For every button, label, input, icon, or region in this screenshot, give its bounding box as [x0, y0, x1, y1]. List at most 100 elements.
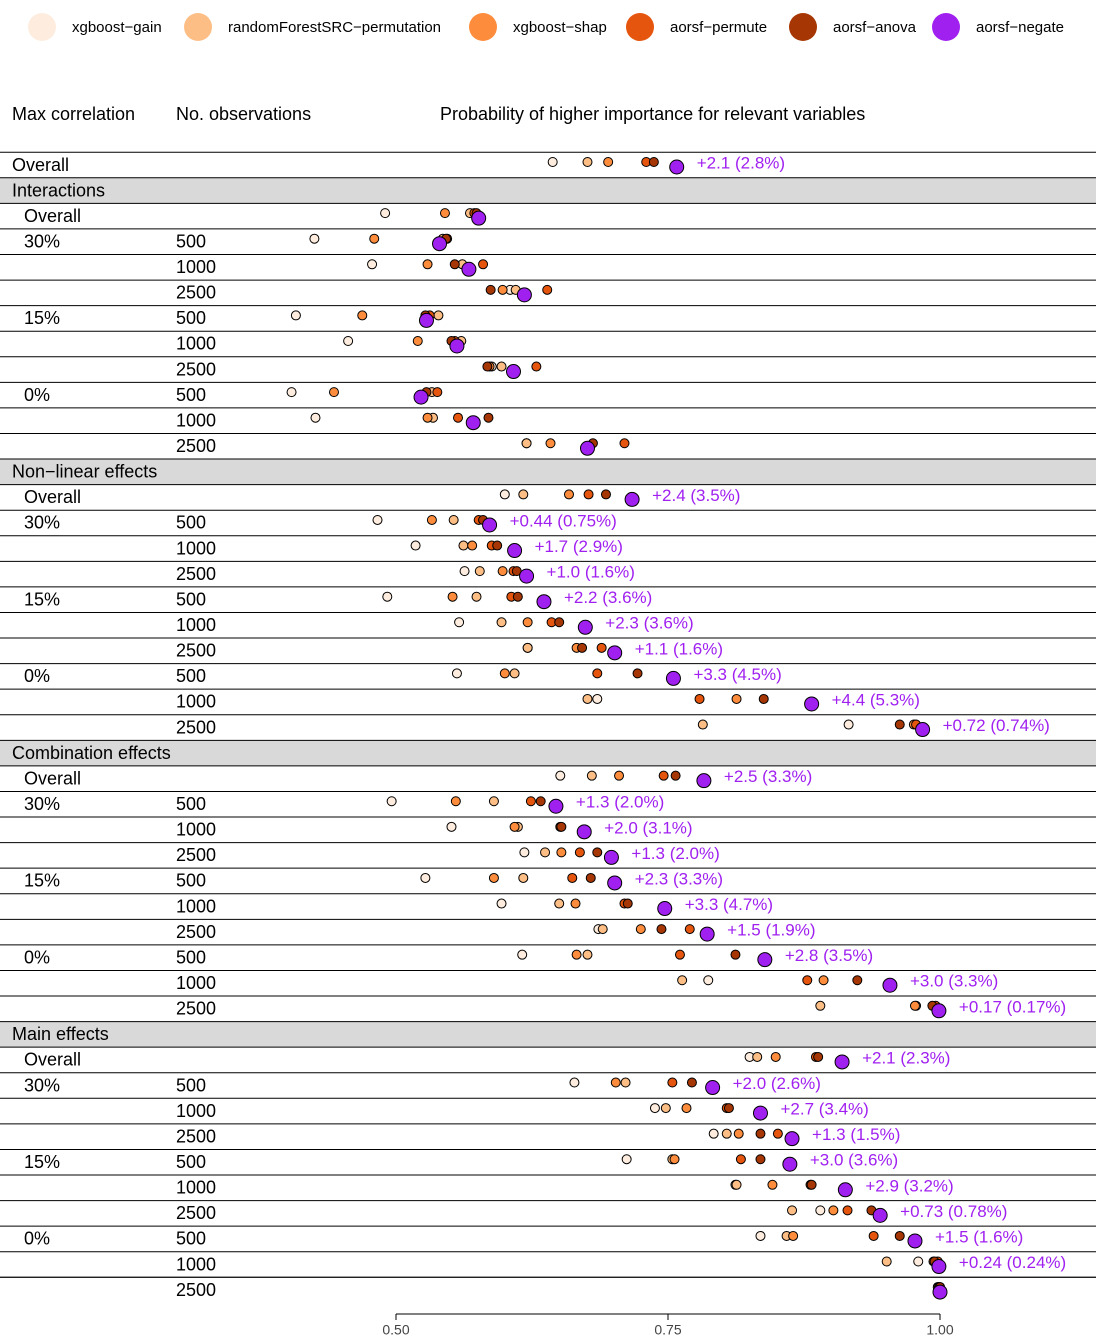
dot	[592, 693, 603, 704]
dot	[343, 335, 354, 346]
dot	[542, 284, 553, 295]
n-label: 1000	[176, 615, 216, 635]
dot	[872, 1207, 888, 1223]
dot	[931, 1003, 947, 1019]
n-label: 500	[176, 1152, 206, 1172]
dot	[420, 872, 431, 883]
annotation: +2.1 (2.3%)	[862, 1048, 950, 1067]
n-label: 2500	[176, 999, 216, 1019]
n-label: 2500	[176, 922, 216, 942]
legend-swatch	[28, 13, 56, 41]
annotation: +2.0 (3.1%)	[604, 818, 692, 837]
dot	[554, 898, 565, 909]
dot	[907, 1233, 923, 1249]
dot	[577, 642, 588, 653]
dot	[818, 975, 829, 986]
dot	[752, 1105, 768, 1121]
dot	[512, 591, 523, 602]
dot	[583, 489, 594, 500]
annotation: +1.0 (1.6%)	[547, 563, 635, 582]
n-label: 1000	[176, 973, 216, 993]
annotation: +0.17 (0.17%)	[959, 997, 1066, 1016]
n-label: 2500	[176, 564, 216, 584]
annotation: +2.3 (3.3%)	[635, 869, 723, 888]
corr-label: 0%	[24, 385, 50, 405]
corr-label: 15%	[24, 1152, 60, 1172]
dot	[574, 847, 585, 858]
dot	[770, 1051, 781, 1062]
dot	[582, 693, 593, 704]
dot	[412, 335, 423, 346]
annotation: +0.44 (0.75%)	[510, 511, 617, 530]
dot	[755, 1154, 766, 1165]
dot	[758, 693, 769, 704]
legend-label: aorsf−negate	[976, 19, 1064, 36]
dot	[621, 1154, 632, 1165]
dot	[670, 770, 681, 781]
dot	[576, 824, 592, 840]
row-label: Overall	[24, 206, 81, 226]
row-label: Overall	[12, 155, 69, 175]
dot	[471, 210, 487, 226]
dot	[600, 489, 611, 500]
n-label: 500	[176, 231, 206, 251]
dot	[699, 926, 715, 942]
dot	[585, 872, 596, 883]
dot	[881, 1256, 892, 1267]
dot	[667, 1077, 678, 1088]
dot	[571, 949, 582, 960]
corr-label: 0%	[24, 1229, 50, 1249]
n-label: 1000	[176, 538, 216, 558]
dot	[569, 1077, 580, 1088]
dot	[540, 847, 551, 858]
n-label: 2500	[176, 845, 216, 865]
x-tick-label: 1.00	[926, 1322, 953, 1338]
dot	[596, 642, 607, 653]
section-label: Combination effects	[12, 743, 171, 763]
annotation: +0.24 (0.24%)	[959, 1253, 1066, 1272]
annotation: +1.3 (2.0%)	[631, 844, 719, 863]
dot	[660, 1103, 671, 1114]
dot	[496, 898, 507, 909]
dot	[837, 1182, 853, 1198]
dot	[563, 489, 574, 500]
dot	[478, 259, 489, 270]
annotation: +2.4 (3.5%)	[652, 486, 740, 505]
n-label: 2500	[176, 1280, 216, 1300]
annotation: +2.0 (2.6%)	[733, 1074, 821, 1093]
dot	[730, 949, 741, 960]
dot	[386, 796, 397, 807]
n-label: 500	[176, 513, 206, 533]
dot	[497, 284, 508, 295]
dot	[665, 670, 681, 686]
corr-label: 30%	[24, 513, 60, 533]
dot	[555, 770, 566, 781]
row-label: Overall	[24, 1050, 81, 1070]
dot	[894, 719, 905, 730]
dot	[496, 617, 507, 628]
dot	[788, 1230, 799, 1241]
dot	[813, 1051, 824, 1062]
dot	[708, 1128, 719, 1139]
dot	[784, 1131, 800, 1147]
dot	[731, 693, 742, 704]
dot	[522, 642, 533, 653]
dot	[422, 412, 433, 423]
n-label: 1000	[176, 1254, 216, 1274]
n-label: 2500	[176, 641, 216, 661]
corr-label: 30%	[24, 794, 60, 814]
dot	[757, 952, 773, 968]
n-label: 500	[176, 1075, 206, 1095]
section-band	[0, 1021, 1096, 1048]
annotation: +1.3 (2.0%)	[576, 793, 664, 812]
dot	[787, 1205, 798, 1216]
dot	[703, 975, 714, 986]
dot	[439, 208, 450, 219]
dot	[582, 157, 593, 167]
corr-label: 15%	[24, 308, 60, 328]
dot	[433, 310, 444, 321]
dot	[432, 387, 443, 398]
section-label: Interactions	[12, 180, 105, 200]
dot	[290, 310, 301, 321]
dot	[697, 719, 708, 730]
